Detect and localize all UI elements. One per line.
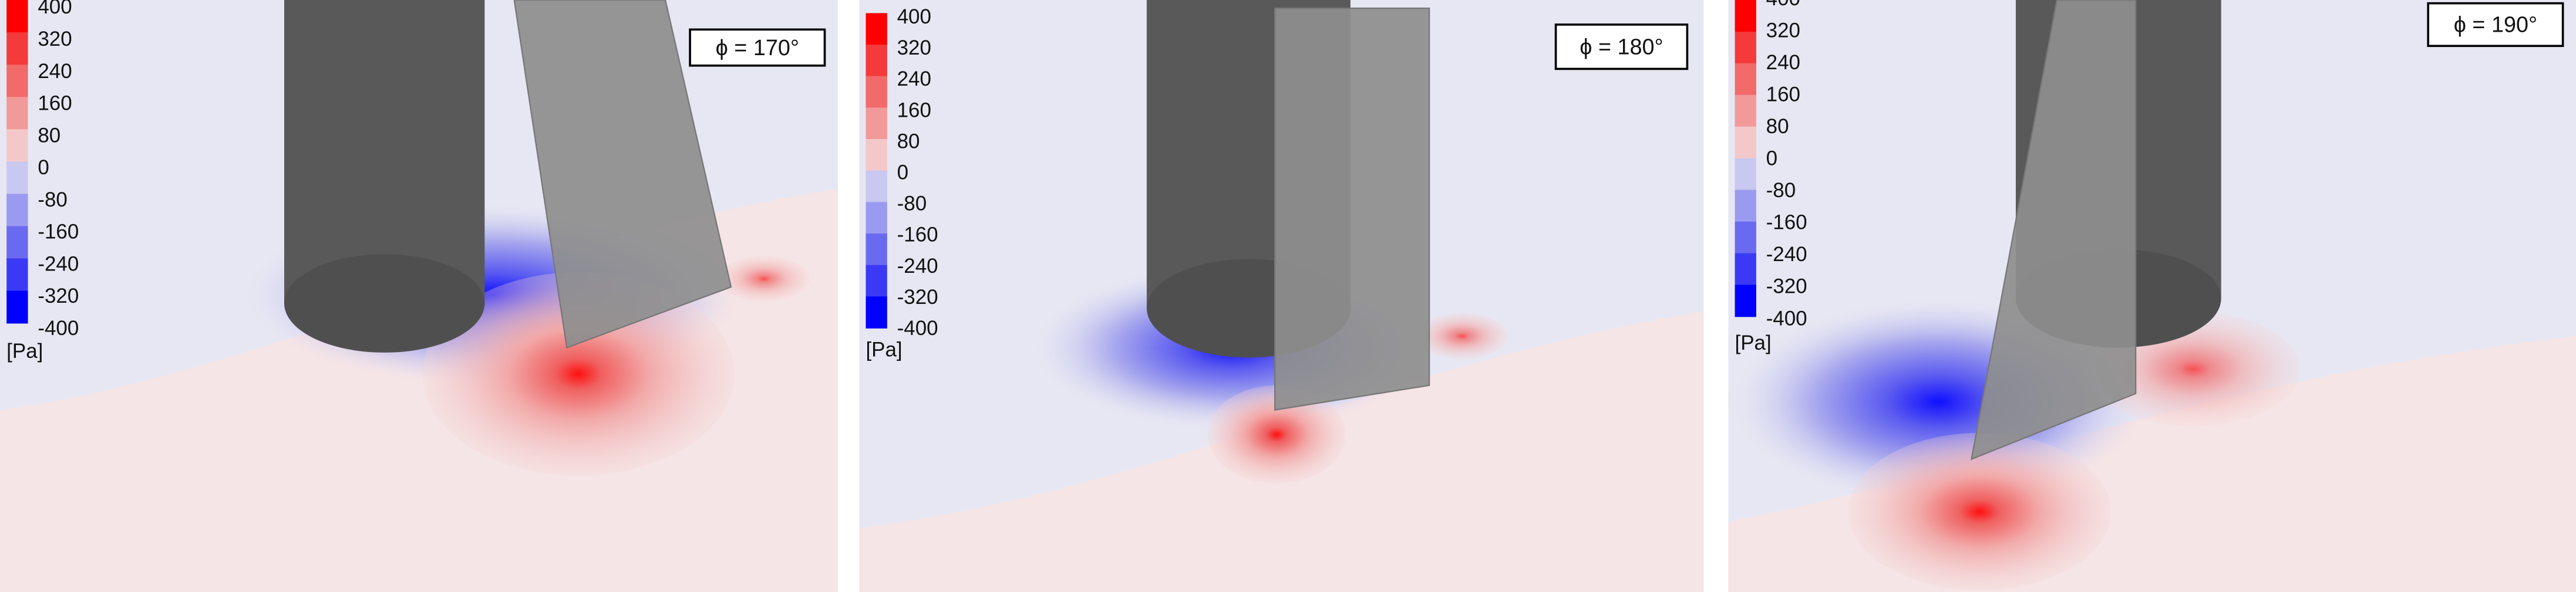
- colorbar-tick-label: 80: [897, 130, 920, 153]
- cylinder-base: [284, 254, 485, 353]
- colorbar-band: [1735, 63, 1756, 96]
- colorbar-tick-label: 240: [1766, 51, 1800, 74]
- colorbar-tick-label: 0: [897, 161, 908, 184]
- colorbar-band: [866, 202, 887, 234]
- colorbar-tick-label: -400: [38, 317, 79, 340]
- angle-label: ϕ = 190°: [2454, 12, 2537, 37]
- colorbar-tick-label: -80: [1766, 179, 1796, 202]
- colorbar-band: [6, 226, 28, 259]
- colorbar-band: [1735, 253, 1756, 286]
- colorbar-unit: [Pa]: [1735, 331, 1772, 354]
- colorbar-tick-label: 400: [38, 0, 72, 18]
- colorbar-tick-label: -320: [1766, 275, 1807, 298]
- colorbar-band: [1735, 94, 1756, 127]
- colorbar-tick-label: -80: [38, 188, 68, 211]
- angle-label: ϕ = 180°: [1580, 34, 1663, 59]
- blade: [1970, 0, 2137, 461]
- angle-label-box: [2427, 2, 2564, 48]
- panel: 400 320 240 160 80 0 -80 -160 -240 -320 -400[Pa] ϕ …: [0, 0, 838, 592]
- colorbar-band: [1735, 126, 1756, 159]
- colorbar-band: [6, 129, 28, 163]
- colorbar-band: [6, 258, 28, 292]
- high-pressure-zone: [1416, 313, 1508, 360]
- colorbar-unit: [Pa]: [6, 340, 43, 363]
- high-pressure-zone: [718, 256, 810, 302]
- colorbar-tick-label: 320: [1766, 19, 1800, 42]
- blade: [1274, 7, 1430, 411]
- colorbar-band: [866, 107, 887, 140]
- colorbar-band: [1735, 158, 1756, 191]
- panel: 400 320 240 160 80 0 -80 -160 -240 -320 -400[Pa] ϕ …: [1728, 0, 2576, 592]
- colorbar-tick-label: 240: [897, 67, 931, 90]
- colorbar-band: [866, 234, 887, 266]
- colorbar-tick-label: 0: [38, 156, 49, 179]
- angle-label: ϕ = 170°: [716, 35, 799, 60]
- colorbar-tick-label: 240: [38, 60, 72, 83]
- colorbar-tick-label: 160: [897, 99, 931, 121]
- blade: [513, 0, 732, 349]
- colorbar-band: [866, 296, 887, 329]
- colorbar-tick-label: -160: [38, 221, 79, 243]
- colorbar-tick-label: -400: [897, 317, 938, 340]
- colorbar-band: [1735, 190, 1756, 222]
- colorbar-tick-label: 160: [1766, 83, 1800, 106]
- angle-label-box: [1554, 23, 1689, 70]
- high-pressure-zone: [1848, 432, 2112, 591]
- colorbar-band: [1735, 285, 1756, 317]
- colorbar-band: [866, 76, 887, 109]
- colorbar-unit: [Pa]: [866, 338, 902, 361]
- high-pressure-zone: [422, 272, 735, 476]
- colorbar-tick-label: -320: [897, 286, 938, 309]
- colorbar-tick-label: -240: [38, 252, 79, 275]
- colorbar-tick-label: 320: [38, 28, 72, 50]
- colorbar-band: [866, 45, 887, 77]
- colorbar-band: [6, 0, 28, 33]
- colorbar-tick-label: 0: [1766, 147, 1777, 170]
- colorbar-tick-label: -240: [1766, 243, 1807, 266]
- colorbar-tick-label: -240: [897, 255, 938, 278]
- colorbar-tick-label: -80: [897, 192, 927, 215]
- colorbar-tick-label: -160: [1766, 211, 1807, 234]
- angle-label-box: [689, 28, 826, 67]
- panel: 400 320 240 160 80 0 -80 -160 -240 -320 -400[Pa] ϕ …: [859, 0, 1704, 592]
- colorbar-band: [866, 265, 887, 297]
- colorbar-band: [1735, 31, 1756, 64]
- high-pressure-zone: [1207, 385, 1346, 484]
- colorbar-tick-label: -160: [897, 224, 938, 246]
- colorbar-band: [6, 194, 28, 227]
- colorbar-band: [6, 65, 28, 98]
- colorbar-band: [1735, 0, 1756, 32]
- colorbar-band: [6, 290, 28, 324]
- colorbar-band: [6, 32, 28, 65]
- colorbar-tick-label: 160: [38, 92, 72, 115]
- colorbar-tick-label: 320: [897, 36, 931, 59]
- colorbar-band: [866, 139, 887, 171]
- cylinder: [284, 0, 485, 304]
- colorbar-tick-label: 80: [1766, 115, 1789, 138]
- colorbar-tick-label: 400: [897, 5, 931, 28]
- colorbar-band: [6, 97, 28, 130]
- colorbar-tick-label: 80: [38, 124, 60, 147]
- colorbar-tick-label: -400: [1766, 307, 1807, 330]
- colorbar-band: [1735, 221, 1756, 254]
- colorbar-tick-label: -320: [38, 285, 79, 307]
- colorbar-band: [866, 13, 887, 45]
- colorbar-band: [6, 161, 28, 195]
- colorbar-tick-label: 400: [1766, 0, 1800, 10]
- colorbar-band: [866, 170, 887, 203]
